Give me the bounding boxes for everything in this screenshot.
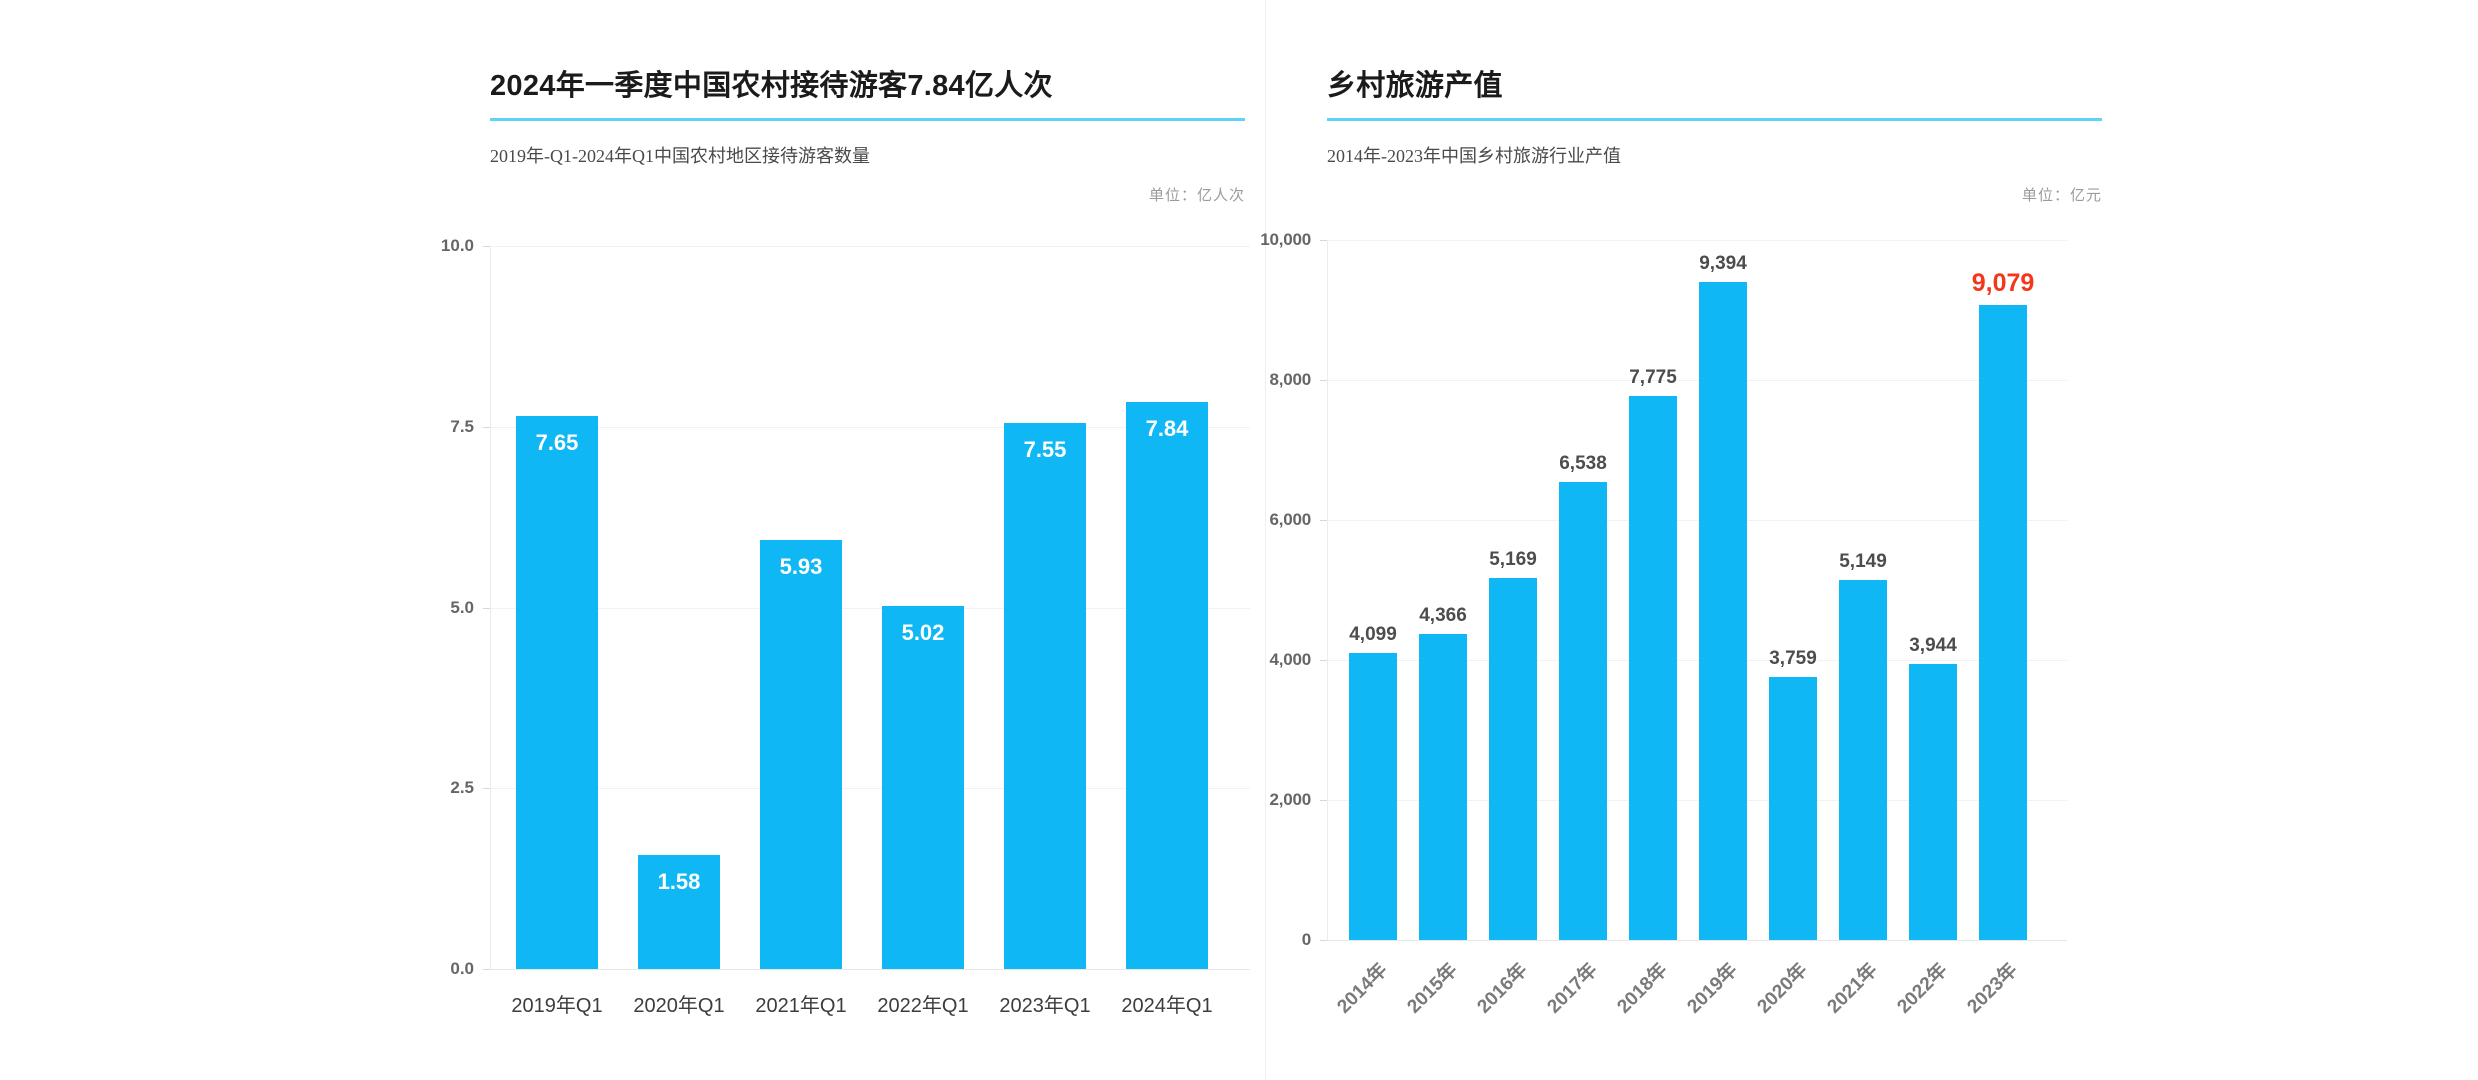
- bar-value-label: 5.02: [901, 620, 945, 646]
- x-tick-label: 2021年: [1823, 959, 1882, 1018]
- bar[interactable]: 5.93 2021年Q1: [755, 540, 847, 1017]
- bar[interactable]: 9,079 2023年: [1963, 269, 2034, 1018]
- gridline: 5.0: [450, 598, 1250, 617]
- bar-value-label: 3,759: [1769, 647, 1817, 669]
- x-tick-label: 2020年Q1: [633, 995, 725, 1017]
- y-tick-label: 4,000: [1269, 650, 1311, 669]
- x-tick-label: 2014年: [1333, 959, 1392, 1018]
- bar[interactable]: 3,759 2020年: [1753, 648, 1817, 1018]
- chart-unit-label: 单位：亿元: [2021, 188, 2102, 204]
- bar-value-label: 4,366: [1419, 605, 1467, 627]
- y-tick-label: 5.0: [450, 597, 474, 617]
- x-tick-label: 2020年: [1753, 959, 1812, 1018]
- chart-subtitle: 2019年-Q1-2024年Q1中国农村地区接待游客数量: [490, 146, 870, 166]
- gridline: 8,000: [1269, 370, 2067, 389]
- bars-layer-left: 7.65 2019年Q1 1.58 2020年Q1 5.93 2021年Q1 5…: [490, 246, 1250, 1017]
- bar-value-label: 5,169: [1489, 549, 1537, 571]
- y-tick-label: 8,000: [1269, 370, 1311, 389]
- x-tick-label: 2024年Q1: [1121, 995, 1213, 1017]
- plot-frame: 10,000 8,000 6,000 4,000 2,000: [1260, 230, 2067, 949]
- bar[interactable]: 4,366 2015年: [1403, 605, 1467, 1018]
- title-underline-accent: [1327, 118, 2102, 121]
- x-tick-label: 2015年: [1403, 959, 1462, 1018]
- chart-subtitle: 2014年-2023年中国乡村旅游行业产值: [1327, 146, 1621, 166]
- chart-title: 2024年一季度中国农村接待游客7.84亿人次: [490, 70, 1053, 102]
- bar[interactable]: 9,394 2019年: [1683, 253, 1747, 1018]
- x-tick-label: 2019年: [1683, 959, 1742, 1018]
- bars-layer-right: 4,099 2014年 4,366 2015年 5,169 2016年 6,53…: [1327, 240, 2067, 1018]
- x-tick-label: 2019年Q1: [511, 995, 603, 1017]
- gridline: 2.5: [450, 778, 1250, 797]
- bar[interactable]: 7.65 2019年Q1: [511, 416, 603, 1017]
- bar-value-label: 3,944: [1909, 634, 1957, 656]
- bar[interactable]: 5.02 2022年Q1: [877, 606, 969, 1017]
- bar[interactable]: 7.84 2024年Q1: [1121, 402, 1213, 1017]
- x-tick-label: 2022年: [1893, 959, 1952, 1018]
- y-tick-label: 2,000: [1269, 790, 1311, 809]
- bar[interactable]: 5,149 2021年: [1823, 551, 1887, 1018]
- x-tick-label: 2023年Q1: [999, 995, 1091, 1017]
- x-tick-label: 2023年: [1963, 959, 2022, 1018]
- chart-unit-label: 单位：亿人次: [1148, 188, 1245, 204]
- gridline: 6,000: [1269, 510, 2067, 529]
- bar-value-label: 7.55: [1023, 437, 1067, 463]
- plot-area-left: 10.0 7.5 5.0 2.5 0.0: [441, 236, 1250, 1017]
- bar-value-label: 6,538: [1559, 453, 1607, 475]
- title-underline-accent: [490, 118, 1245, 121]
- y-tick-label: 0.0: [450, 959, 474, 978]
- bar[interactable]: 7,775 2018年: [1613, 367, 1677, 1018]
- x-tick-label: 2017年: [1543, 959, 1602, 1018]
- bar-value-label: 5,149: [1839, 550, 1887, 572]
- bar[interactable]: 1.58 2020年Q1: [633, 854, 725, 1017]
- gridline: 2,000: [1269, 790, 2067, 809]
- bar-value-label: 5.93: [779, 554, 823, 580]
- y-tick-label: 2.5: [450, 778, 474, 798]
- bar[interactable]: 5,169 2016年: [1473, 549, 1537, 1018]
- plot-area-right: 10,000 8,000 6,000 4,000 2,000: [1260, 230, 2067, 1018]
- chart-title: 乡村旅游产值: [1327, 70, 1503, 102]
- x-tick-label: 2016年: [1473, 959, 1532, 1018]
- plot-frame: 10.0 7.5 5.0 2.5 0.0: [441, 236, 1250, 978]
- gridline: 10.0: [441, 236, 1250, 255]
- y-axis-line: [1327, 240, 1328, 940]
- bar-value-label-highlighted: 9,079: [1971, 268, 2035, 297]
- y-tick-label: 10,000: [1260, 230, 1311, 249]
- bar[interactable]: 6,538 2017年: [1543, 453, 1607, 1018]
- bar[interactable]: 4,099 2014年: [1333, 624, 1397, 1018]
- gridline-baseline: 0.0: [450, 959, 1250, 978]
- y-tick-label: 7.5: [450, 416, 474, 436]
- x-tick-label: 2018年: [1613, 959, 1672, 1018]
- y-tick-label: 10.0: [440, 236, 474, 255]
- gridline: 10,000: [1260, 230, 2067, 249]
- chart-panel-rural-visitors: 2024年一季度中国农村接待游客7.84亿人次 2019年-Q1-2024年Q1…: [441, 62, 1250, 1017]
- gridline: 7.5: [450, 417, 1250, 436]
- bar-value-label: 4,099: [1349, 624, 1397, 646]
- bar[interactable]: 3,944 2022年: [1893, 635, 1957, 1018]
- x-tick-label: 2022年Q1: [877, 995, 969, 1017]
- bar-value-label: 7.65: [535, 430, 579, 455]
- bar-value-label: 7.84: [1145, 416, 1189, 442]
- chart-header-left: 2024年一季度中国农村接待游客7.84亿人次 2019年-Q1-2024年Q1…: [490, 62, 1245, 205]
- bar[interactable]: 7.55 2023年Q1: [999, 423, 1091, 1017]
- gridline-baseline: 0: [1302, 930, 2067, 949]
- panel-divider: [1265, 0, 1266, 1080]
- y-tick-label: 0: [1301, 930, 1311, 949]
- chart-panel-rural-tourism-output: 乡村旅游产值 2014年-2023年中国乡村旅游行业产值 单位：亿元 10,00…: [1260, 0, 2478, 1080]
- bar-value-label: 1.58: [657, 868, 701, 894]
- x-tick-label: 2021年Q1: [755, 995, 847, 1017]
- chart-header-right: 乡村旅游产值 2014年-2023年中国乡村旅游行业产值 单位：亿元: [1327, 62, 2102, 205]
- bar-value-label: 9,394: [1699, 253, 1747, 275]
- bar-value-label: 7,775: [1629, 366, 1677, 388]
- y-tick-label: 6,000: [1269, 510, 1311, 529]
- gridline: 4,000: [1269, 650, 2067, 669]
